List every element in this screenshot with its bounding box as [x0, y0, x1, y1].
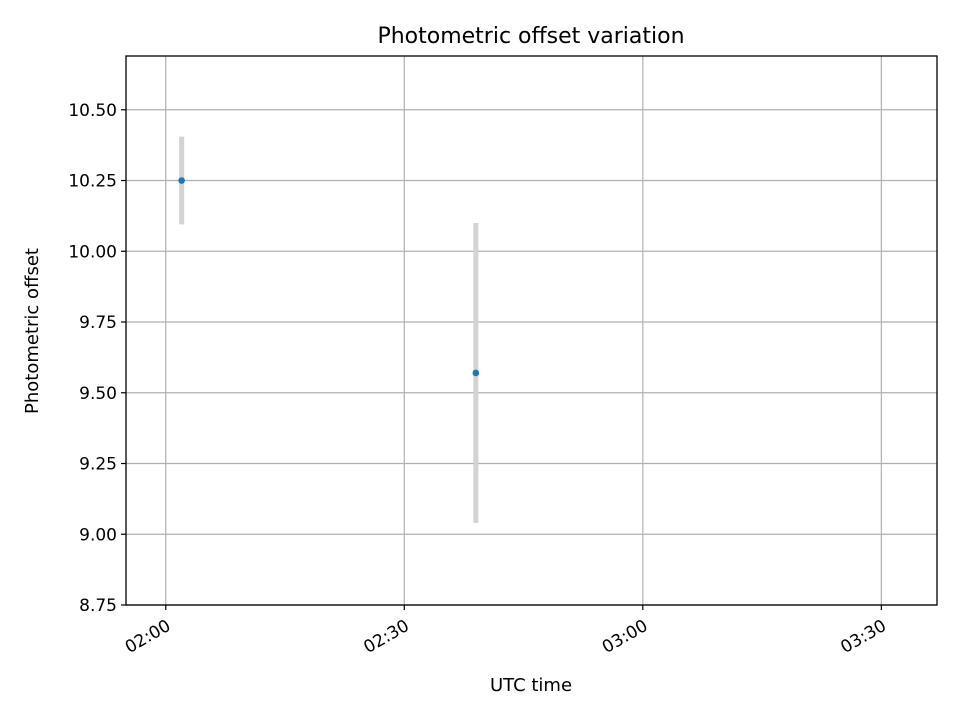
data-points [178, 177, 480, 377]
data-point [178, 177, 185, 184]
x-axis-label: UTC time [490, 675, 572, 696]
plot-frame [125, 55, 938, 606]
y-tick-label: 10.00 [68, 242, 117, 262]
y-tick-label: 10.25 [68, 172, 117, 192]
chart-title: Photometric offset variation [377, 24, 684, 49]
y-tick-label: 9.75 [79, 313, 117, 333]
data-point [472, 369, 480, 377]
y-tick-label: 9.50 [79, 384, 117, 404]
y-tick-label: 8.75 [79, 596, 117, 616]
y-axis-ticks: 8.75 9.00 9.25 9.50 9.75 10.00 10.25 10.50 [68, 101, 126, 616]
y-tick-label: 9.25 [79, 455, 117, 475]
y-axis-label: Photometric offset [22, 248, 43, 414]
y-tick-label: 10.50 [68, 101, 117, 121]
y-tick-label: 9.00 [79, 525, 117, 545]
